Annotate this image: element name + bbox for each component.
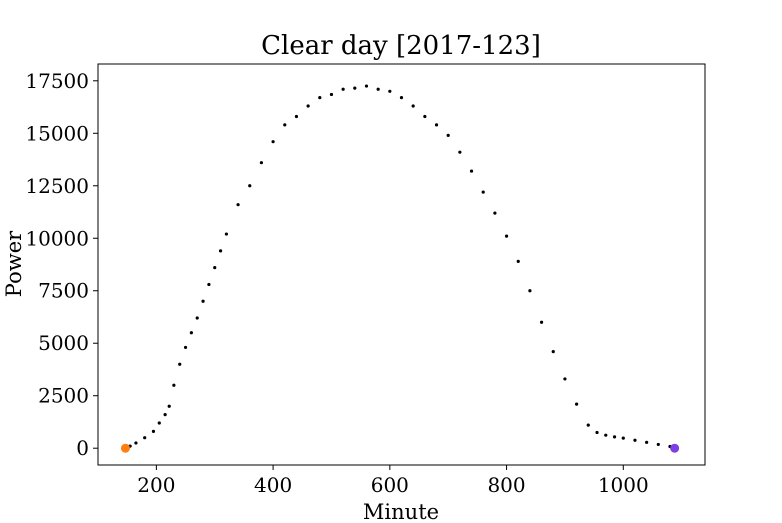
x-tick-label: 800 (487, 473, 525, 497)
data-point (134, 441, 138, 445)
data-point (329, 92, 334, 97)
data-point (207, 282, 211, 287)
data-point (434, 123, 439, 127)
data-point (167, 404, 171, 408)
data-point (283, 123, 287, 127)
data-point (516, 259, 520, 263)
data-point (399, 95, 404, 100)
data-point (481, 190, 485, 194)
data-point (656, 442, 660, 447)
data-point (446, 133, 450, 137)
data-point (376, 87, 380, 91)
data-point (388, 89, 392, 93)
data-point (423, 114, 427, 119)
data-point (633, 438, 637, 442)
y-tick-label: 17500 (25, 69, 89, 93)
data-point (645, 440, 649, 444)
data-point (595, 430, 599, 435)
data-point (341, 87, 345, 91)
data-point (178, 362, 182, 366)
y-tick-label: 12500 (25, 174, 89, 198)
data-point (318, 95, 322, 100)
end-marker (670, 443, 680, 453)
y-tick-label: 15000 (25, 121, 89, 145)
data-point (586, 423, 590, 427)
data-point (163, 413, 167, 417)
data-point (493, 211, 497, 215)
x-tick-label: 200 (137, 473, 175, 497)
data-point (364, 84, 369, 88)
data-point (236, 203, 240, 207)
y-tick-label: 2500 (38, 384, 89, 408)
data-point (563, 377, 567, 381)
data-point (411, 104, 415, 108)
chart-title: Clear day [2017-123] (261, 31, 541, 61)
endpoint-markers (120, 443, 680, 453)
data-point (143, 436, 147, 440)
y-tick-label: 0 (76, 436, 89, 460)
plot-area (97, 63, 706, 466)
data-point (469, 169, 474, 173)
data-point (151, 429, 156, 434)
data-point (195, 316, 199, 320)
data-point (294, 114, 299, 119)
x-axis-label: Minute (363, 500, 439, 523)
data-point (259, 161, 264, 165)
x-tick-label: 600 (371, 473, 409, 497)
x-tick-label: 400 (254, 473, 292, 497)
data-point (528, 289, 532, 293)
data-point (539, 320, 544, 324)
data-point (604, 433, 608, 437)
data-point (458, 150, 462, 154)
y-tick-label: 5000 (38, 331, 89, 355)
data-point (271, 140, 275, 144)
data-point (248, 184, 252, 188)
x-tick-label: 1000 (598, 473, 649, 497)
y-tick-label: 7500 (38, 279, 89, 303)
data-point (612, 435, 617, 439)
data-point (189, 331, 193, 335)
data-point (172, 383, 176, 387)
data-point (621, 436, 625, 440)
data-point (213, 266, 217, 270)
data-point (551, 350, 555, 354)
data-point (201, 299, 205, 303)
data-point (504, 234, 509, 238)
data-series (128, 84, 672, 449)
y-axis: 0 2500 5000 7500 10000 12500 15000 17500 (25, 69, 98, 460)
y-tick-label: 10000 (25, 226, 89, 250)
x-axis: 200 400 600 800 1000 (137, 465, 649, 497)
data-point (353, 86, 357, 90)
data-point (574, 402, 579, 406)
start-marker (120, 443, 130, 453)
data-point (306, 104, 310, 108)
data-point (157, 421, 161, 425)
data-point (218, 249, 223, 253)
data-point (224, 232, 229, 236)
data-point (183, 345, 188, 350)
y-axis-label: Power (2, 230, 26, 297)
